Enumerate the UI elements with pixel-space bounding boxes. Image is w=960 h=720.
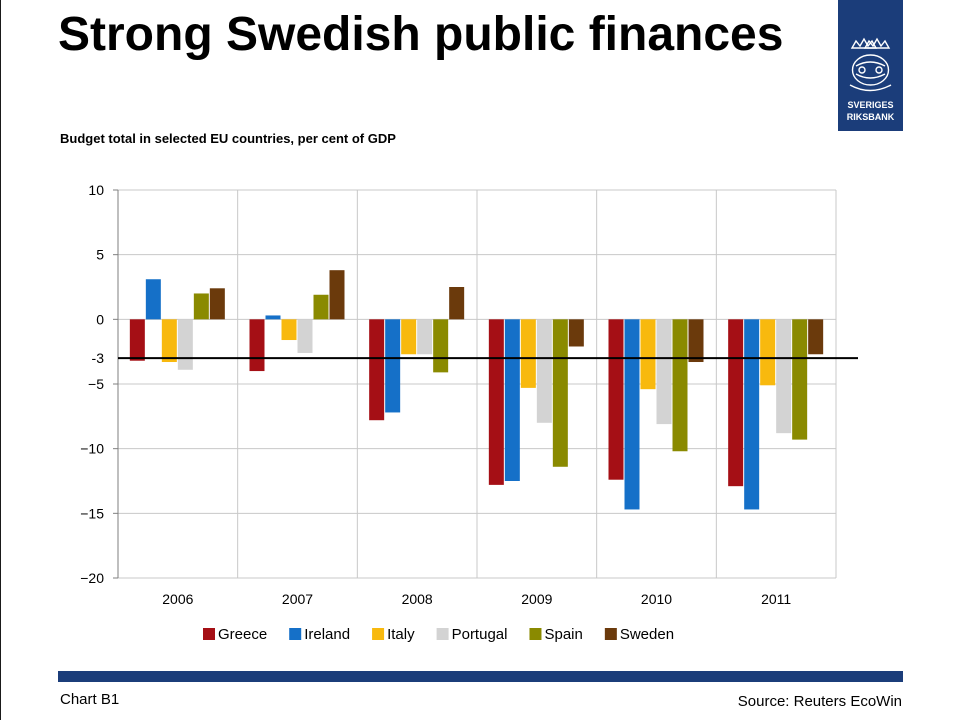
- bar-portugal-2010: [656, 319, 672, 425]
- bar-spain-2008: [433, 319, 449, 373]
- legend-label-italy: Italy: [387, 626, 415, 643]
- y-tick-label: −10: [80, 441, 104, 457]
- bar-portugal-2007: [297, 319, 313, 353]
- bar-greece-2006: [129, 319, 145, 361]
- bar-ireland-2007: [265, 315, 281, 320]
- bar-spain-2007: [313, 294, 329, 320]
- bar-greece-2007: [249, 319, 265, 372]
- bar-ireland-2011: [744, 319, 760, 510]
- x-tick-label: 2011: [761, 591, 791, 607]
- legend-label-sweden: Sweden: [620, 626, 674, 643]
- y-tick-label: 0: [96, 311, 104, 327]
- legend-swatch-ireland: [289, 628, 302, 640]
- bar-greece-2011: [728, 319, 744, 487]
- bars: [129, 270, 824, 510]
- bar-sweden-2008: [449, 287, 465, 320]
- bar-ireland-2008: [385, 319, 401, 413]
- bar-italy-2007: [281, 319, 297, 341]
- bar-portugal-2011: [776, 319, 792, 434]
- bar-greece-2008: [369, 319, 385, 421]
- legend-label-portugal: Portugal: [452, 626, 508, 643]
- logo-text-line2: RIKSBANK: [847, 112, 895, 122]
- page-title: Strong Swedish public finances: [58, 8, 784, 61]
- x-tick-label: 2006: [162, 591, 193, 607]
- bar-greece-2009: [488, 319, 504, 485]
- y-tick-label: −5: [88, 376, 104, 392]
- left-border-line: [0, 0, 1, 720]
- footer-bar: [58, 671, 903, 682]
- reference-line-group: -3: [92, 350, 858, 366]
- bar-spain-2006: [193, 293, 209, 320]
- x-tick-label: 2009: [521, 591, 552, 607]
- riksbank-logo: SVERIGES RIKSBANK: [838, 0, 903, 131]
- legend-label-spain: Spain: [544, 626, 582, 643]
- bar-ireland-2010: [624, 319, 640, 510]
- logo-text-line1: SVERIGES: [847, 100, 893, 110]
- y-tick-label: 5: [96, 247, 104, 263]
- bar-italy-2008: [401, 319, 417, 355]
- x-tick-label: 2007: [282, 591, 313, 607]
- legend-swatch-greece: [203, 628, 215, 640]
- x-tick-label: 2010: [641, 591, 672, 607]
- bar-ireland-2009: [504, 319, 520, 481]
- bar-italy-2011: [760, 319, 776, 386]
- bar-sweden-2009: [568, 319, 584, 347]
- chart-subtitle: Budget total in selected EU countries, p…: [60, 131, 396, 146]
- source-note: Source: Reuters EcoWin: [737, 693, 902, 710]
- bar-ireland-2006: [145, 279, 161, 320]
- bar-portugal-2006: [177, 319, 193, 370]
- bar-sweden-2010: [688, 319, 704, 363]
- bar-italy-2010: [640, 319, 656, 390]
- bar-greece-2010: [608, 319, 624, 480]
- grid-lines: [117, 189, 837, 579]
- y-tick-label: 10: [88, 182, 104, 198]
- bar-spain-2010: [672, 319, 688, 452]
- axes: 10 5 0 −5 −10 −15 −20 2006 2007 2008 2009 2010 2011: [80, 182, 791, 607]
- chart-number-label: Chart B1: [60, 691, 120, 708]
- legend-swatch-italy: [372, 628, 385, 640]
- bar-spain-2009: [552, 319, 568, 467]
- bar-portugal-2008: [417, 319, 433, 355]
- legend-label-greece: Greece: [218, 626, 267, 643]
- riksbank-crest-icon: SVERIGES RIKSBANK: [847, 37, 895, 122]
- bar-sweden-2006: [209, 288, 225, 320]
- y-tick-label: −20: [80, 570, 104, 586]
- y-tick-label: −15: [80, 505, 104, 521]
- legend-swatch-portugal: [436, 628, 449, 640]
- legend-label-ireland: Ireland: [304, 626, 350, 643]
- bar-portugal-2009: [536, 319, 552, 423]
- bar-italy-2009: [520, 319, 536, 388]
- x-tick-label: 2008: [402, 591, 433, 607]
- bar-italy-2006: [161, 319, 177, 363]
- legend-swatch-sweden: [604, 628, 617, 640]
- bar-spain-2011: [792, 319, 808, 440]
- bar-sweden-2011: [808, 319, 824, 355]
- legend-swatch-spain: [529, 628, 542, 640]
- reference-line-label: -3: [92, 350, 105, 366]
- legend: Greece Ireland Italy Portugal Spain Sweden: [203, 626, 674, 643]
- bar-sweden-2007: [329, 270, 345, 320]
